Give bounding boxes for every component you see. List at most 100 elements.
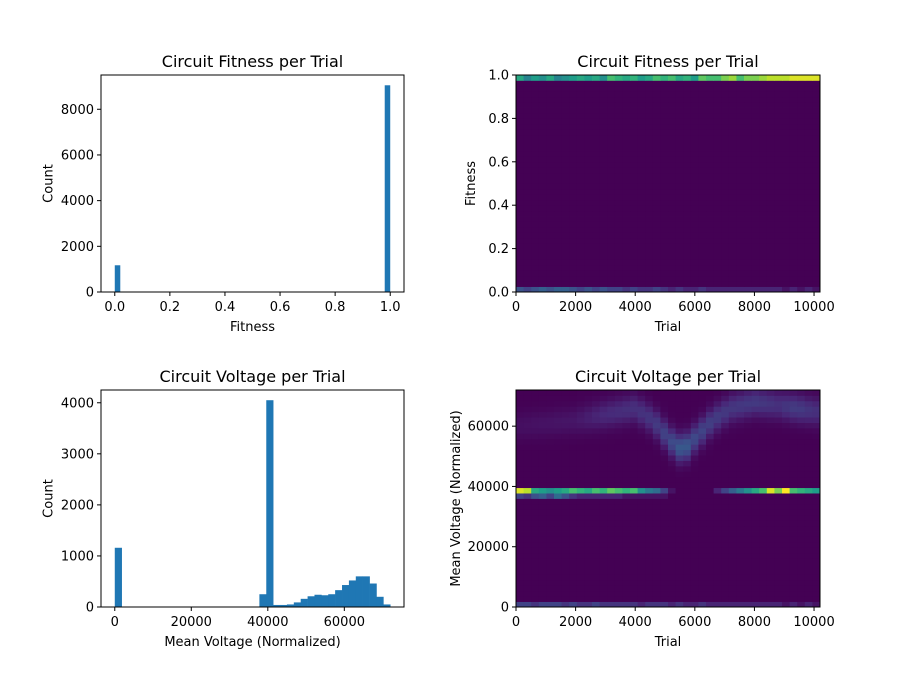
heatmap-cell: [706, 270, 714, 277]
heatmap-cell: [736, 145, 745, 152]
heatmap-cell: [622, 476, 631, 483]
heatmap-cell: [797, 226, 806, 233]
heatmap-cell: [660, 145, 669, 152]
heatmap-cell: [630, 205, 638, 212]
heatmap-cell: [698, 237, 707, 244]
heatmap-cell: [782, 520, 790, 527]
heatmap-cell: [637, 503, 646, 510]
heatmap-cell: [736, 574, 745, 581]
heatmap-cell: [766, 411, 775, 418]
heatmap-cell: [683, 248, 692, 255]
heatmap-cell: [782, 118, 790, 125]
histogram-bar: [376, 596, 384, 607]
heatmap-cell: [523, 107, 532, 114]
heatmap-cell: [660, 156, 669, 163]
heatmap-cell: [645, 210, 654, 217]
heatmap-cell: [728, 438, 737, 445]
heatmap-cell: [713, 531, 722, 537]
heatmap-cell: [622, 406, 631, 413]
heatmap-cell: [782, 85, 790, 92]
heatmap-cell: [675, 129, 684, 136]
heatmap-cell: [759, 178, 768, 184]
heatmap-cell: [744, 102, 752, 108]
heatmap-cell: [759, 264, 768, 271]
y-axis-label: Mean Voltage (Normalized): [449, 410, 464, 586]
heatmap-cell: [538, 232, 547, 239]
heatmap-cell: [766, 161, 775, 168]
heatmap-cell: [622, 525, 631, 532]
heatmap-cell: [759, 417, 768, 423]
heatmap-cell: [812, 281, 821, 287]
heatmap-cell: [637, 188, 646, 195]
heatmap-cell: [782, 96, 790, 103]
heatmap-cell: [736, 563, 745, 570]
heatmap-cell: [546, 226, 555, 233]
heatmap-cell: [690, 216, 699, 222]
heatmap-cell: [546, 427, 555, 434]
heatmap-cell: [698, 161, 707, 168]
heatmap-cell: [599, 525, 608, 532]
heatmap-cell: [607, 503, 616, 510]
heatmap-cell: [812, 531, 821, 537]
heatmap-cell: [797, 400, 806, 407]
heatmap-cell: [637, 286, 646, 293]
y-tick-label: 2000: [61, 240, 94, 255]
heatmap-cell: [592, 395, 600, 402]
heatmap-cell: [728, 270, 737, 277]
heatmap-cell: [592, 226, 600, 233]
heatmap-cell: [675, 531, 684, 537]
heatmap-cell: [683, 183, 692, 190]
heatmap-cell: [554, 156, 562, 163]
heatmap-cell: [721, 167, 730, 174]
heatmap-cell: [660, 85, 669, 92]
heatmap-cell: [538, 579, 547, 586]
heatmap-cell: [797, 449, 806, 456]
heatmap-cell: [538, 455, 547, 461]
heatmap-cell: [516, 102, 524, 108]
heatmap-cell: [782, 75, 790, 81]
heatmap-cell: [812, 259, 821, 266]
heatmap-cell: [782, 216, 790, 222]
heatmap-cell: [523, 449, 532, 456]
heatmap-cell: [744, 498, 752, 505]
heatmap-cell: [713, 254, 722, 260]
heatmap-cell: [759, 552, 768, 559]
heatmap-cell: [698, 91, 707, 98]
heatmap-cell: [637, 411, 646, 418]
heatmap-cell: [569, 449, 578, 456]
heatmap-cell: [668, 259, 676, 266]
heatmap-cell: [614, 237, 623, 244]
heatmap-cell: [728, 199, 737, 206]
heatmap-cell: [759, 498, 768, 505]
heatmap-cell: [736, 427, 745, 434]
heatmap-cell: [607, 129, 616, 136]
heatmap-cell: [584, 493, 593, 499]
heatmap-cell: [782, 275, 790, 282]
heatmap-cell: [531, 85, 540, 92]
heatmap-cell: [804, 150, 813, 157]
heatmap-cell: [797, 493, 806, 499]
heatmap-cell: [759, 569, 768, 575]
heatmap-cell: [721, 183, 730, 190]
heatmap-cell: [645, 433, 654, 440]
heatmap-cell: [523, 417, 532, 423]
heatmap-cell: [516, 194, 524, 201]
heatmap-cell: [782, 248, 790, 255]
heatmap-cell: [713, 129, 722, 136]
heatmap-cell: [690, 487, 699, 494]
heatmap-cell: [706, 286, 714, 293]
heatmap-cell: [759, 221, 768, 228]
heatmap-cell: [538, 460, 547, 467]
heatmap-cell: [554, 574, 562, 581]
heatmap-cell: [683, 417, 692, 423]
heatmap-cell: [660, 427, 669, 434]
heatmap-cell: [789, 226, 798, 233]
heatmap-cell: [523, 525, 532, 532]
heatmap-cell: [713, 183, 722, 190]
heatmap-cell: [759, 232, 768, 239]
heatmap-cell: [759, 188, 768, 195]
heatmap-cell: [728, 264, 737, 271]
heatmap-cell: [690, 210, 699, 217]
heatmap-cell: [675, 80, 684, 87]
heatmap-cell: [599, 172, 608, 179]
